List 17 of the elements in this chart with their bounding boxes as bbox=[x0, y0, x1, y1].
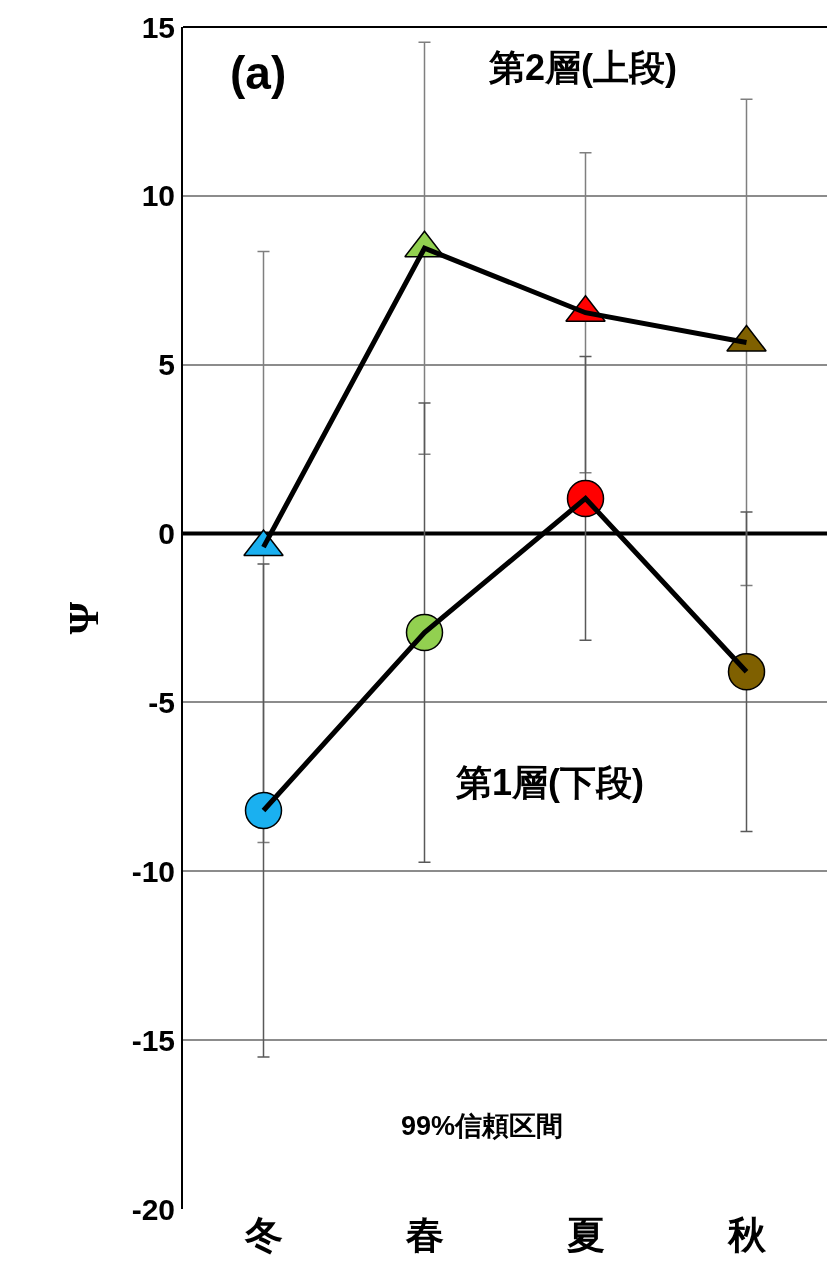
annotation: 第1層(下段) bbox=[455, 762, 644, 803]
y-tick-label: 10 bbox=[141, 179, 175, 213]
annotation: 第2層(上段) bbox=[488, 47, 677, 88]
annotation: 99%信頼区間 bbox=[401, 1111, 564, 1141]
x-tick-label: 秋 bbox=[726, 1214, 767, 1256]
y-tick-label: -20 bbox=[131, 1192, 175, 1226]
y-tick-label: 15 bbox=[141, 10, 175, 44]
y-tick-label: -15 bbox=[131, 1023, 175, 1057]
x-tick-label: 春 bbox=[404, 1214, 444, 1256]
y-tick-label: -10 bbox=[131, 854, 175, 888]
y-tick-label: -5 bbox=[148, 685, 175, 719]
x-tick-label: 冬 bbox=[243, 1214, 283, 1256]
y-tick-label: 0 bbox=[158, 517, 175, 551]
annotation: (a) bbox=[230, 47, 287, 99]
y-tick-label: 5 bbox=[158, 348, 175, 382]
y-axis-title: Ψ bbox=[60, 601, 107, 635]
x-tick-label: 夏 bbox=[566, 1214, 605, 1256]
